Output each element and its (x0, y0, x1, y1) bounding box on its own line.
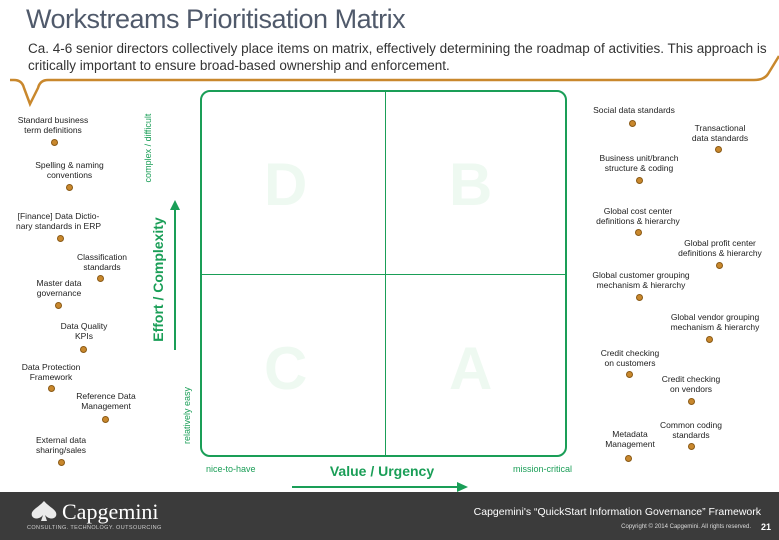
spade-logo-icon (31, 501, 57, 521)
item-dot (635, 229, 642, 236)
callout-outline (10, 55, 779, 108)
item-dot (102, 416, 109, 423)
page-subtitle: Ca. 4-6 senior directors collectively pl… (28, 41, 767, 73)
item-master-data-governance: Master data governance (36, 278, 82, 298)
item-reference-data: Reference Data Management (76, 391, 136, 411)
item-data-quality-kpis: Data Quality KPIs (60, 321, 108, 341)
item-dot (716, 262, 723, 269)
item-common-coding-standards: Common coding standards (660, 420, 722, 440)
quadrant-a: A (449, 335, 493, 402)
quadrant-d: D (264, 151, 308, 218)
item-dot (626, 371, 633, 378)
item-dot (715, 146, 722, 153)
item-credit-checking-customers: Credit checking on customers (600, 348, 660, 368)
footer-bar (0, 492, 779, 540)
item-dot (97, 275, 104, 282)
x-axis-label: Value / Urgency (329, 463, 435, 479)
item-dot (636, 177, 643, 184)
item-spelling-naming: Spelling & naming conventions (35, 160, 104, 180)
framework-caption: Capgemini's “QuickStart Information Gove… (473, 506, 761, 518)
y-axis-top-label: complex / difficult (143, 113, 153, 183)
y-axis-label: Effort / Complexity (150, 217, 166, 342)
item-transactional-data-standards: Transactional data standards (691, 123, 749, 143)
item-dot (629, 120, 636, 127)
copyright-notice: Copyright © 2014 Capgemini. All rights r… (621, 524, 751, 530)
item-global-customer-grouping: Global customer grouping mechanism & hie… (592, 270, 690, 290)
item-standard-business-terms: Standard business term definitions (17, 115, 89, 135)
x-axis-left-label: nice-to-have (206, 464, 256, 474)
item-dot (57, 235, 64, 242)
x-axis-right-label: mission-critical (512, 464, 572, 474)
matrix-horizontal-divider (202, 274, 565, 275)
matrix-vertical-divider (385, 92, 386, 455)
item-global-cost-center: Global cost center definitions & hierarc… (596, 206, 680, 226)
item-global-vendor-grouping: Global vendor grouping mechanism & hiera… (670, 312, 760, 332)
item-dot (58, 459, 65, 466)
x-axis-arrow (292, 482, 468, 492)
item-external-data-sharing: External data sharing/sales (35, 435, 87, 455)
item-dot (66, 184, 73, 191)
item-classification-standards: Classification standards (76, 252, 128, 272)
quadrant-b: B (449, 151, 493, 218)
item-dot (688, 443, 695, 450)
item-dot (55, 302, 62, 309)
item-social-data-standards: Social data standards (593, 105, 675, 115)
y-axis-arrow (170, 200, 180, 350)
company-logo: Capgemini (62, 499, 159, 524)
prioritisation-matrix: D B C A (200, 90, 567, 457)
item-business-unit-structure: Business unit/branch structure & coding (599, 153, 679, 173)
item-dot (625, 455, 632, 462)
item-data-protection: Data Protection Framework (21, 362, 81, 382)
item-dot (636, 294, 643, 301)
item-finance-data-dictionary: [Finance] Data Dictio- nary standards in… (15, 211, 102, 231)
item-global-profit-center: Global profit center definitions & hiera… (678, 238, 762, 258)
item-metadata-management: Metadata Management (605, 429, 655, 449)
item-dot (706, 336, 713, 343)
page-number: 21 (760, 522, 771, 532)
page-title: Workstreams Prioritisation Matrix (26, 4, 406, 34)
item-dot (80, 346, 87, 353)
item-dot (51, 139, 58, 146)
logo-tagline: CONSULTING. TECHNOLOGY. OUTSOURCING (27, 525, 162, 531)
item-credit-checking-vendors: Credit checking on vendors (661, 374, 721, 394)
quadrant-c: C (264, 335, 308, 402)
item-dot (48, 385, 55, 392)
y-axis-bottom-label: relatively easy (182, 386, 192, 445)
item-dot (688, 398, 695, 405)
